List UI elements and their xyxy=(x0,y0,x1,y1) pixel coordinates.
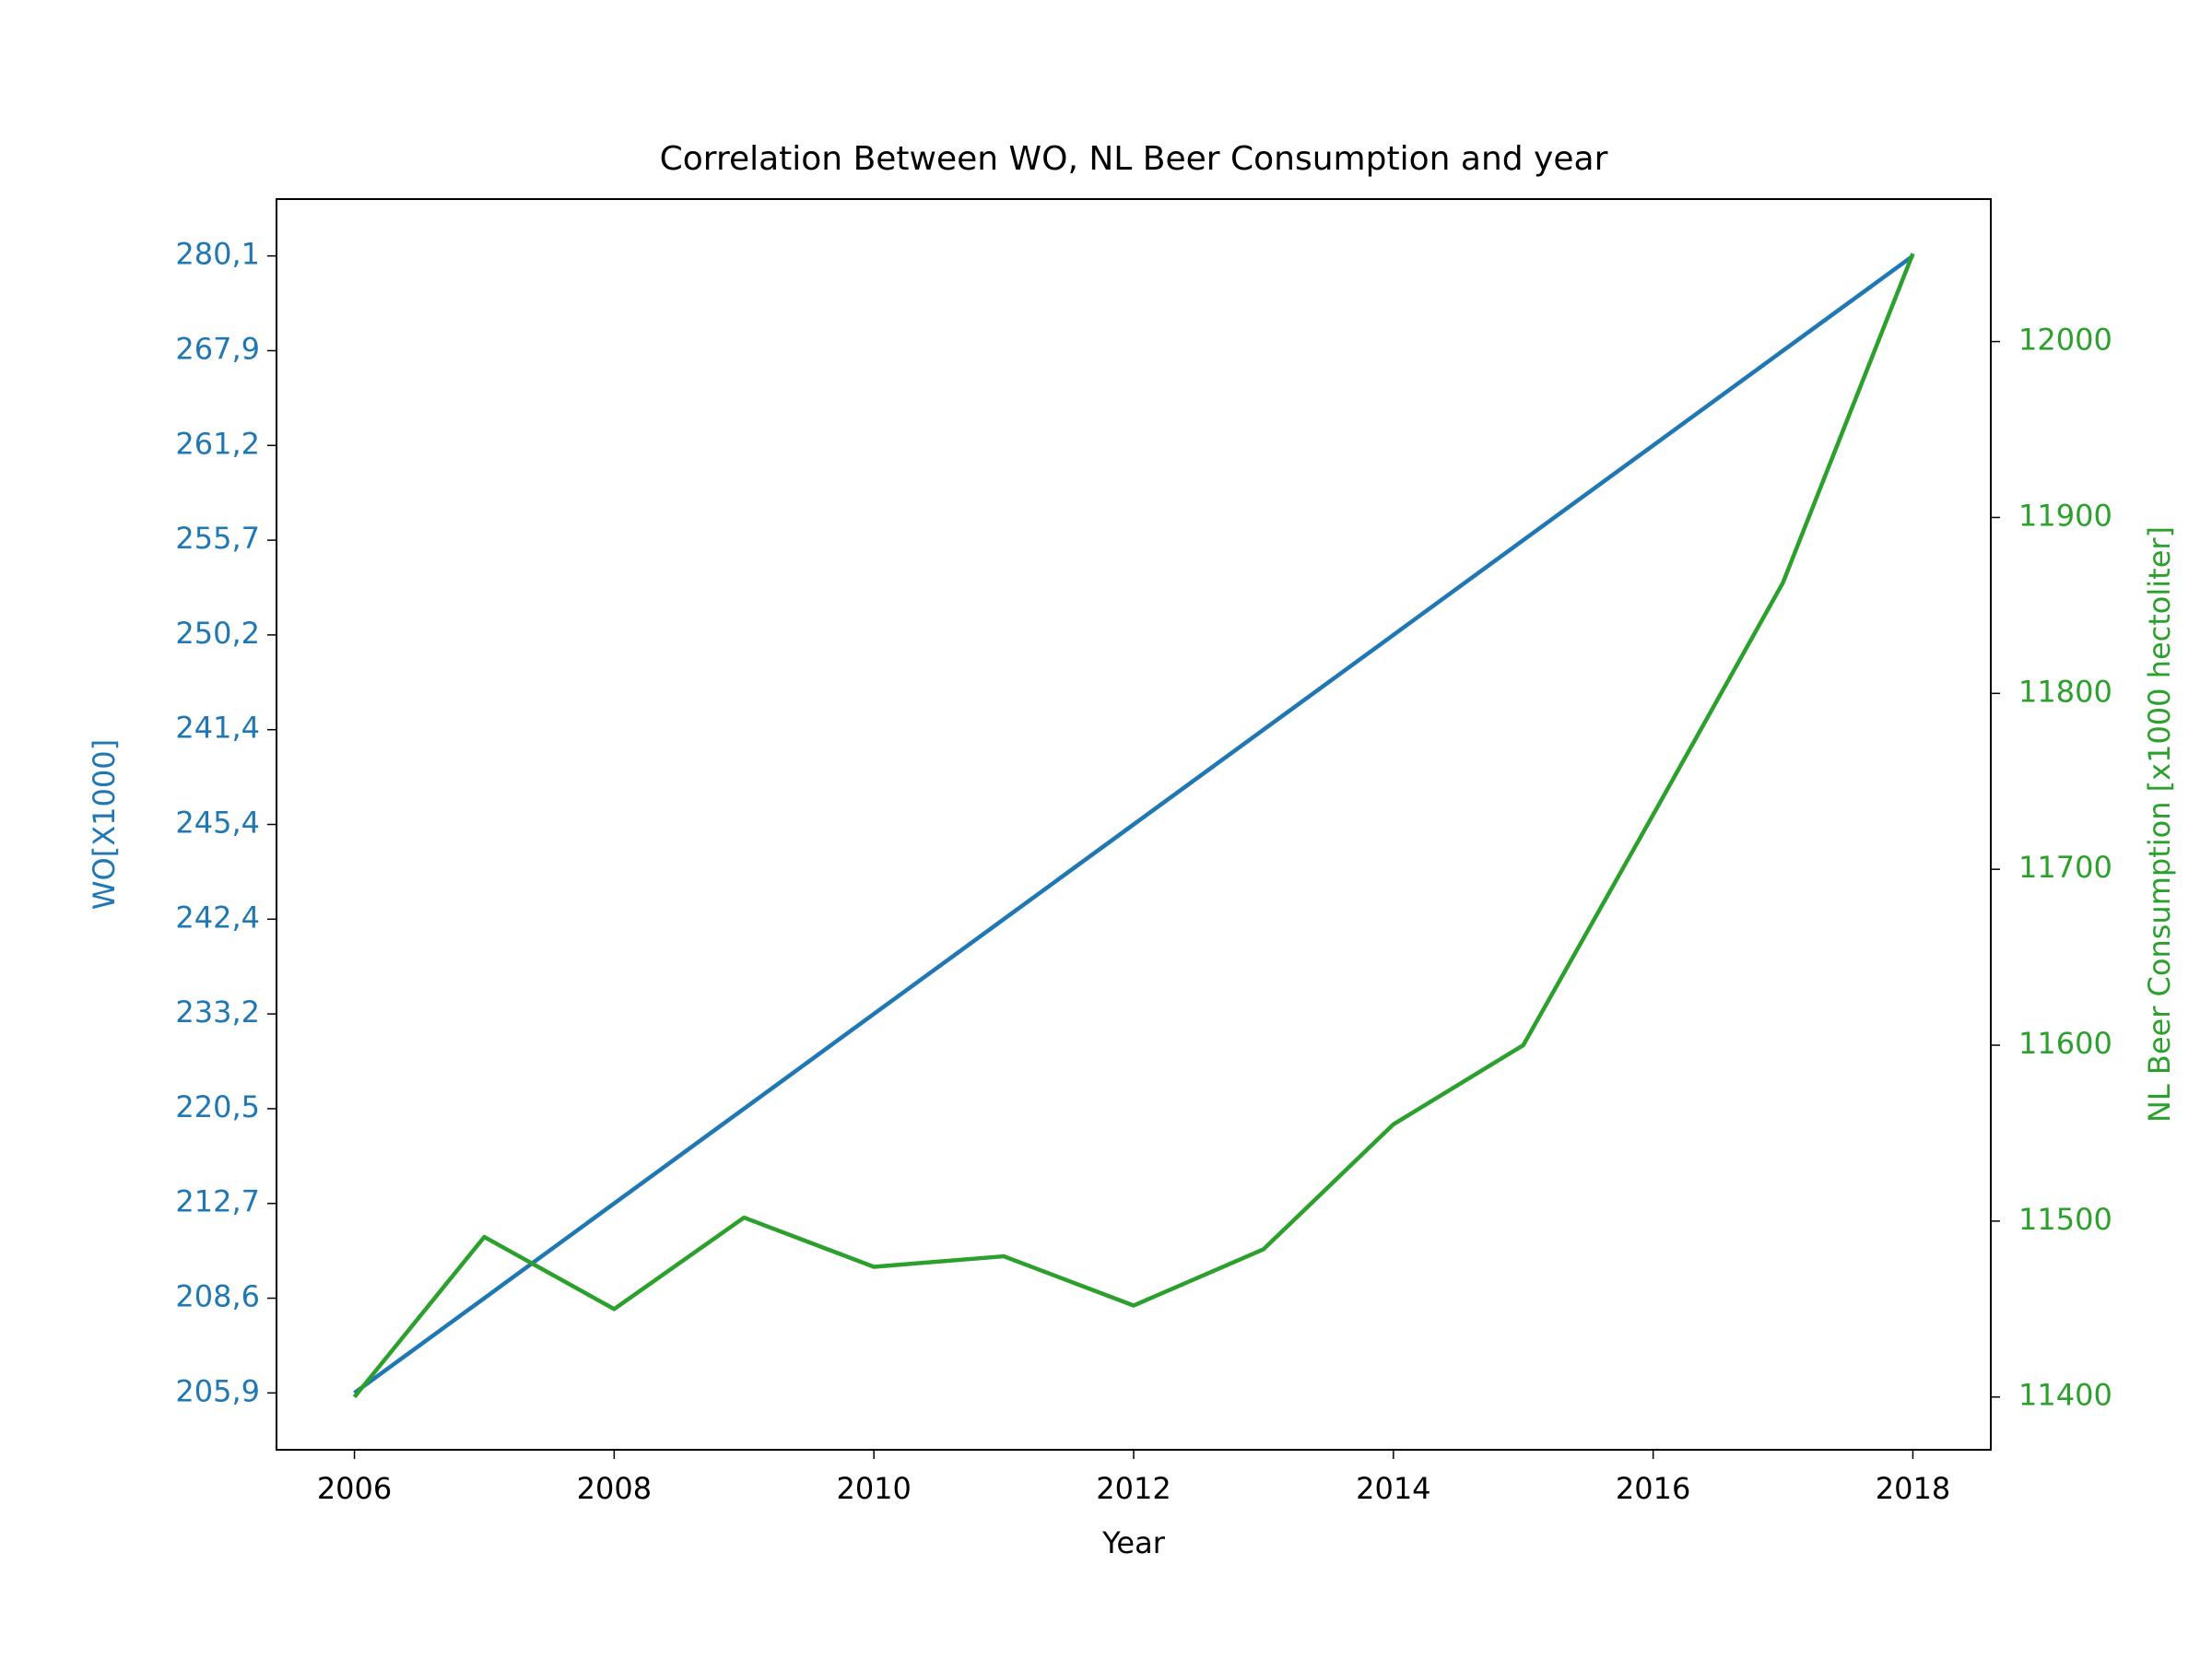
y2-tick-label: 11500 xyxy=(2018,1202,2112,1237)
chart-title: Correlation Between WO, NL Beer Consumpt… xyxy=(660,140,1608,178)
y-tick-label: 255,7 xyxy=(175,521,260,556)
y2-tick-label: 12000 xyxy=(2018,323,2112,358)
y-tick-label: 261,2 xyxy=(175,426,260,461)
x-tick-label: 2006 xyxy=(317,1471,392,1506)
x-tick-label: 2018 xyxy=(1876,1471,1950,1506)
y-tick-label: 205,9 xyxy=(175,1373,260,1408)
x-axis-label: Year xyxy=(1101,1525,1166,1560)
y-tick-label: 208,6 xyxy=(175,1279,260,1314)
y2-tick-label: 11900 xyxy=(2018,498,2112,533)
y-tick-label: 233,2 xyxy=(175,994,260,1030)
y-tick-label: 241,4 xyxy=(175,711,260,746)
y-axis-label: WO[X1000] xyxy=(87,739,122,910)
y2-tick-label: 11400 xyxy=(2018,1378,2112,1413)
y-tick-label: 212,7 xyxy=(175,1184,260,1219)
series-line xyxy=(352,253,1915,1399)
x-tick-label: 2010 xyxy=(836,1471,911,1506)
y2-tick-label: 11600 xyxy=(2018,1026,2112,1061)
y2-tick-label: 11700 xyxy=(2018,850,2112,885)
x-tick-label: 2016 xyxy=(1616,1471,1690,1506)
y-tick-label: 280,1 xyxy=(175,237,260,272)
y-tick-label: 267,9 xyxy=(175,331,260,366)
y2-axis-label: NL Beer Consumption [x1000 hectoliter] xyxy=(2142,526,2177,1123)
plot-frame xyxy=(276,198,1992,1451)
series-line xyxy=(353,253,1914,1395)
x-tick-label: 2014 xyxy=(1356,1471,1430,1506)
x-tick-label: 2008 xyxy=(577,1471,652,1506)
x-tick-label: 2012 xyxy=(1096,1471,1171,1506)
y2-tick-label: 11800 xyxy=(2018,674,2112,709)
y-tick-label: 250,2 xyxy=(175,616,260,651)
y-tick-label: 220,5 xyxy=(175,1089,260,1124)
y-tick-label: 242,4 xyxy=(175,900,260,935)
y-tick-label: 245,4 xyxy=(175,806,260,841)
